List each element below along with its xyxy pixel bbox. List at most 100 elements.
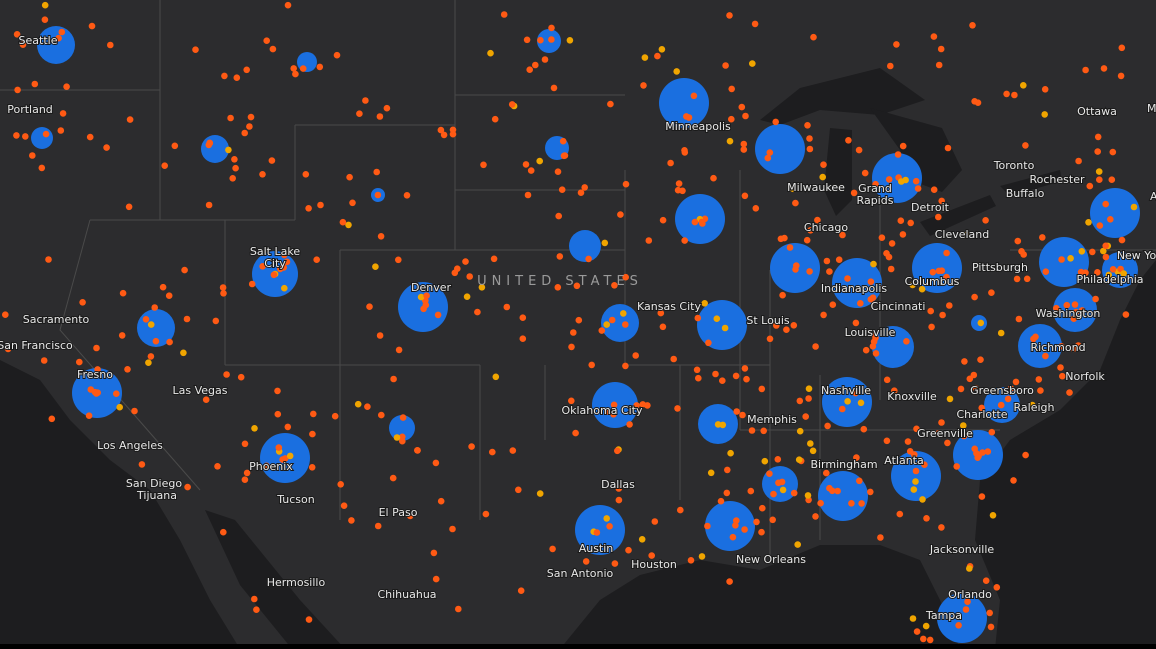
point-dot — [247, 113, 255, 121]
city-label: Las Vegas — [173, 384, 228, 397]
point-dot — [1100, 65, 1108, 72]
point-dot — [993, 584, 1001, 591]
point-dot — [766, 335, 774, 343]
point-dot — [839, 231, 846, 239]
point-dot — [1102, 253, 1110, 261]
point-dot — [524, 191, 532, 199]
point-dot — [860, 425, 868, 433]
point-dot — [508, 101, 516, 108]
city-label: Hermosillo — [267, 576, 326, 589]
point-dot — [202, 396, 210, 404]
point-dot — [1023, 275, 1031, 283]
point-dot — [712, 370, 719, 378]
point-dot — [853, 454, 860, 461]
point-dot — [1058, 343, 1065, 350]
city-label: Kansas City — [637, 300, 701, 313]
point-dot — [870, 338, 878, 346]
point-dot — [147, 321, 155, 328]
point-dot — [223, 371, 230, 378]
point-dot — [681, 237, 688, 244]
city-label: Minneapolis — [665, 120, 731, 133]
point-dot — [872, 350, 880, 357]
point-dot — [1010, 477, 1017, 484]
point-dot — [1011, 91, 1018, 99]
point-dot — [611, 560, 619, 567]
city-label: Milwaukee — [787, 181, 845, 194]
point-dot — [922, 622, 930, 630]
point-dot — [850, 189, 858, 197]
point-dot — [913, 628, 921, 635]
point-dot — [281, 284, 288, 292]
city-label: Jacksonville — [929, 543, 995, 556]
point-dot — [395, 346, 403, 354]
point-dot — [603, 515, 610, 522]
point-dot — [622, 362, 629, 370]
point-dot — [1020, 251, 1027, 258]
point-dot — [639, 401, 647, 408]
point-dot — [857, 300, 864, 307]
point-dot — [451, 269, 459, 277]
city-label: Oklahoma City — [561, 404, 643, 417]
point-dot — [829, 301, 837, 309]
point-dot — [243, 469, 251, 477]
point-dot — [79, 299, 86, 306]
point-dot — [269, 45, 277, 53]
point-dot — [809, 447, 817, 455]
point-dot — [810, 33, 817, 41]
point-dot — [263, 37, 271, 44]
point-dot — [417, 293, 425, 301]
point-dot — [449, 525, 456, 533]
point-dot — [1058, 256, 1065, 263]
point-dot — [346, 173, 353, 181]
point-dot — [403, 192, 411, 199]
point-dot — [741, 192, 749, 200]
point-dot — [783, 326, 790, 334]
point-dot — [867, 488, 874, 496]
point-dot — [253, 606, 260, 613]
point-dot — [1117, 72, 1125, 80]
point-dot — [887, 62, 894, 70]
point-dot — [1096, 222, 1104, 229]
point-dot — [1089, 248, 1096, 256]
point-dot — [1067, 254, 1074, 262]
point-dot — [519, 314, 527, 322]
point-dot — [806, 268, 813, 275]
point-dot — [747, 487, 755, 495]
city-label: Ottawa — [1077, 105, 1117, 118]
cluster-circle — [1039, 237, 1089, 287]
point-dot — [733, 408, 740, 415]
point-dot — [317, 201, 324, 209]
point-dot — [522, 161, 530, 168]
point-dot — [732, 522, 739, 529]
point-dot — [503, 303, 511, 311]
point-dot — [807, 440, 814, 447]
city-label: St Louis — [746, 314, 789, 327]
point-dot — [726, 12, 733, 19]
point-dot — [1071, 301, 1079, 308]
point-dot — [561, 152, 569, 159]
point-dot — [978, 493, 986, 500]
point-dot — [395, 256, 402, 264]
point-dot — [957, 385, 965, 393]
point-dot — [753, 518, 760, 526]
point-dot — [960, 422, 967, 429]
point-dot — [572, 429, 579, 437]
point-dot — [640, 82, 647, 89]
point-dot — [852, 389, 859, 397]
cluster-circle — [891, 451, 941, 501]
point-dot — [48, 415, 56, 423]
city-label: Chihuahua — [377, 588, 436, 601]
point-dot — [1078, 307, 1086, 314]
point-dot — [577, 189, 585, 196]
cluster-circle — [832, 258, 882, 308]
point-dot — [548, 24, 555, 32]
point-dot — [559, 137, 567, 145]
point-dot — [795, 456, 803, 464]
point-dot — [515, 486, 522, 494]
point-dot — [807, 227, 814, 234]
point-dot — [726, 137, 734, 145]
cluster-circle — [912, 243, 962, 293]
point-dot — [237, 373, 245, 381]
city-label: Knoxville — [887, 390, 937, 403]
